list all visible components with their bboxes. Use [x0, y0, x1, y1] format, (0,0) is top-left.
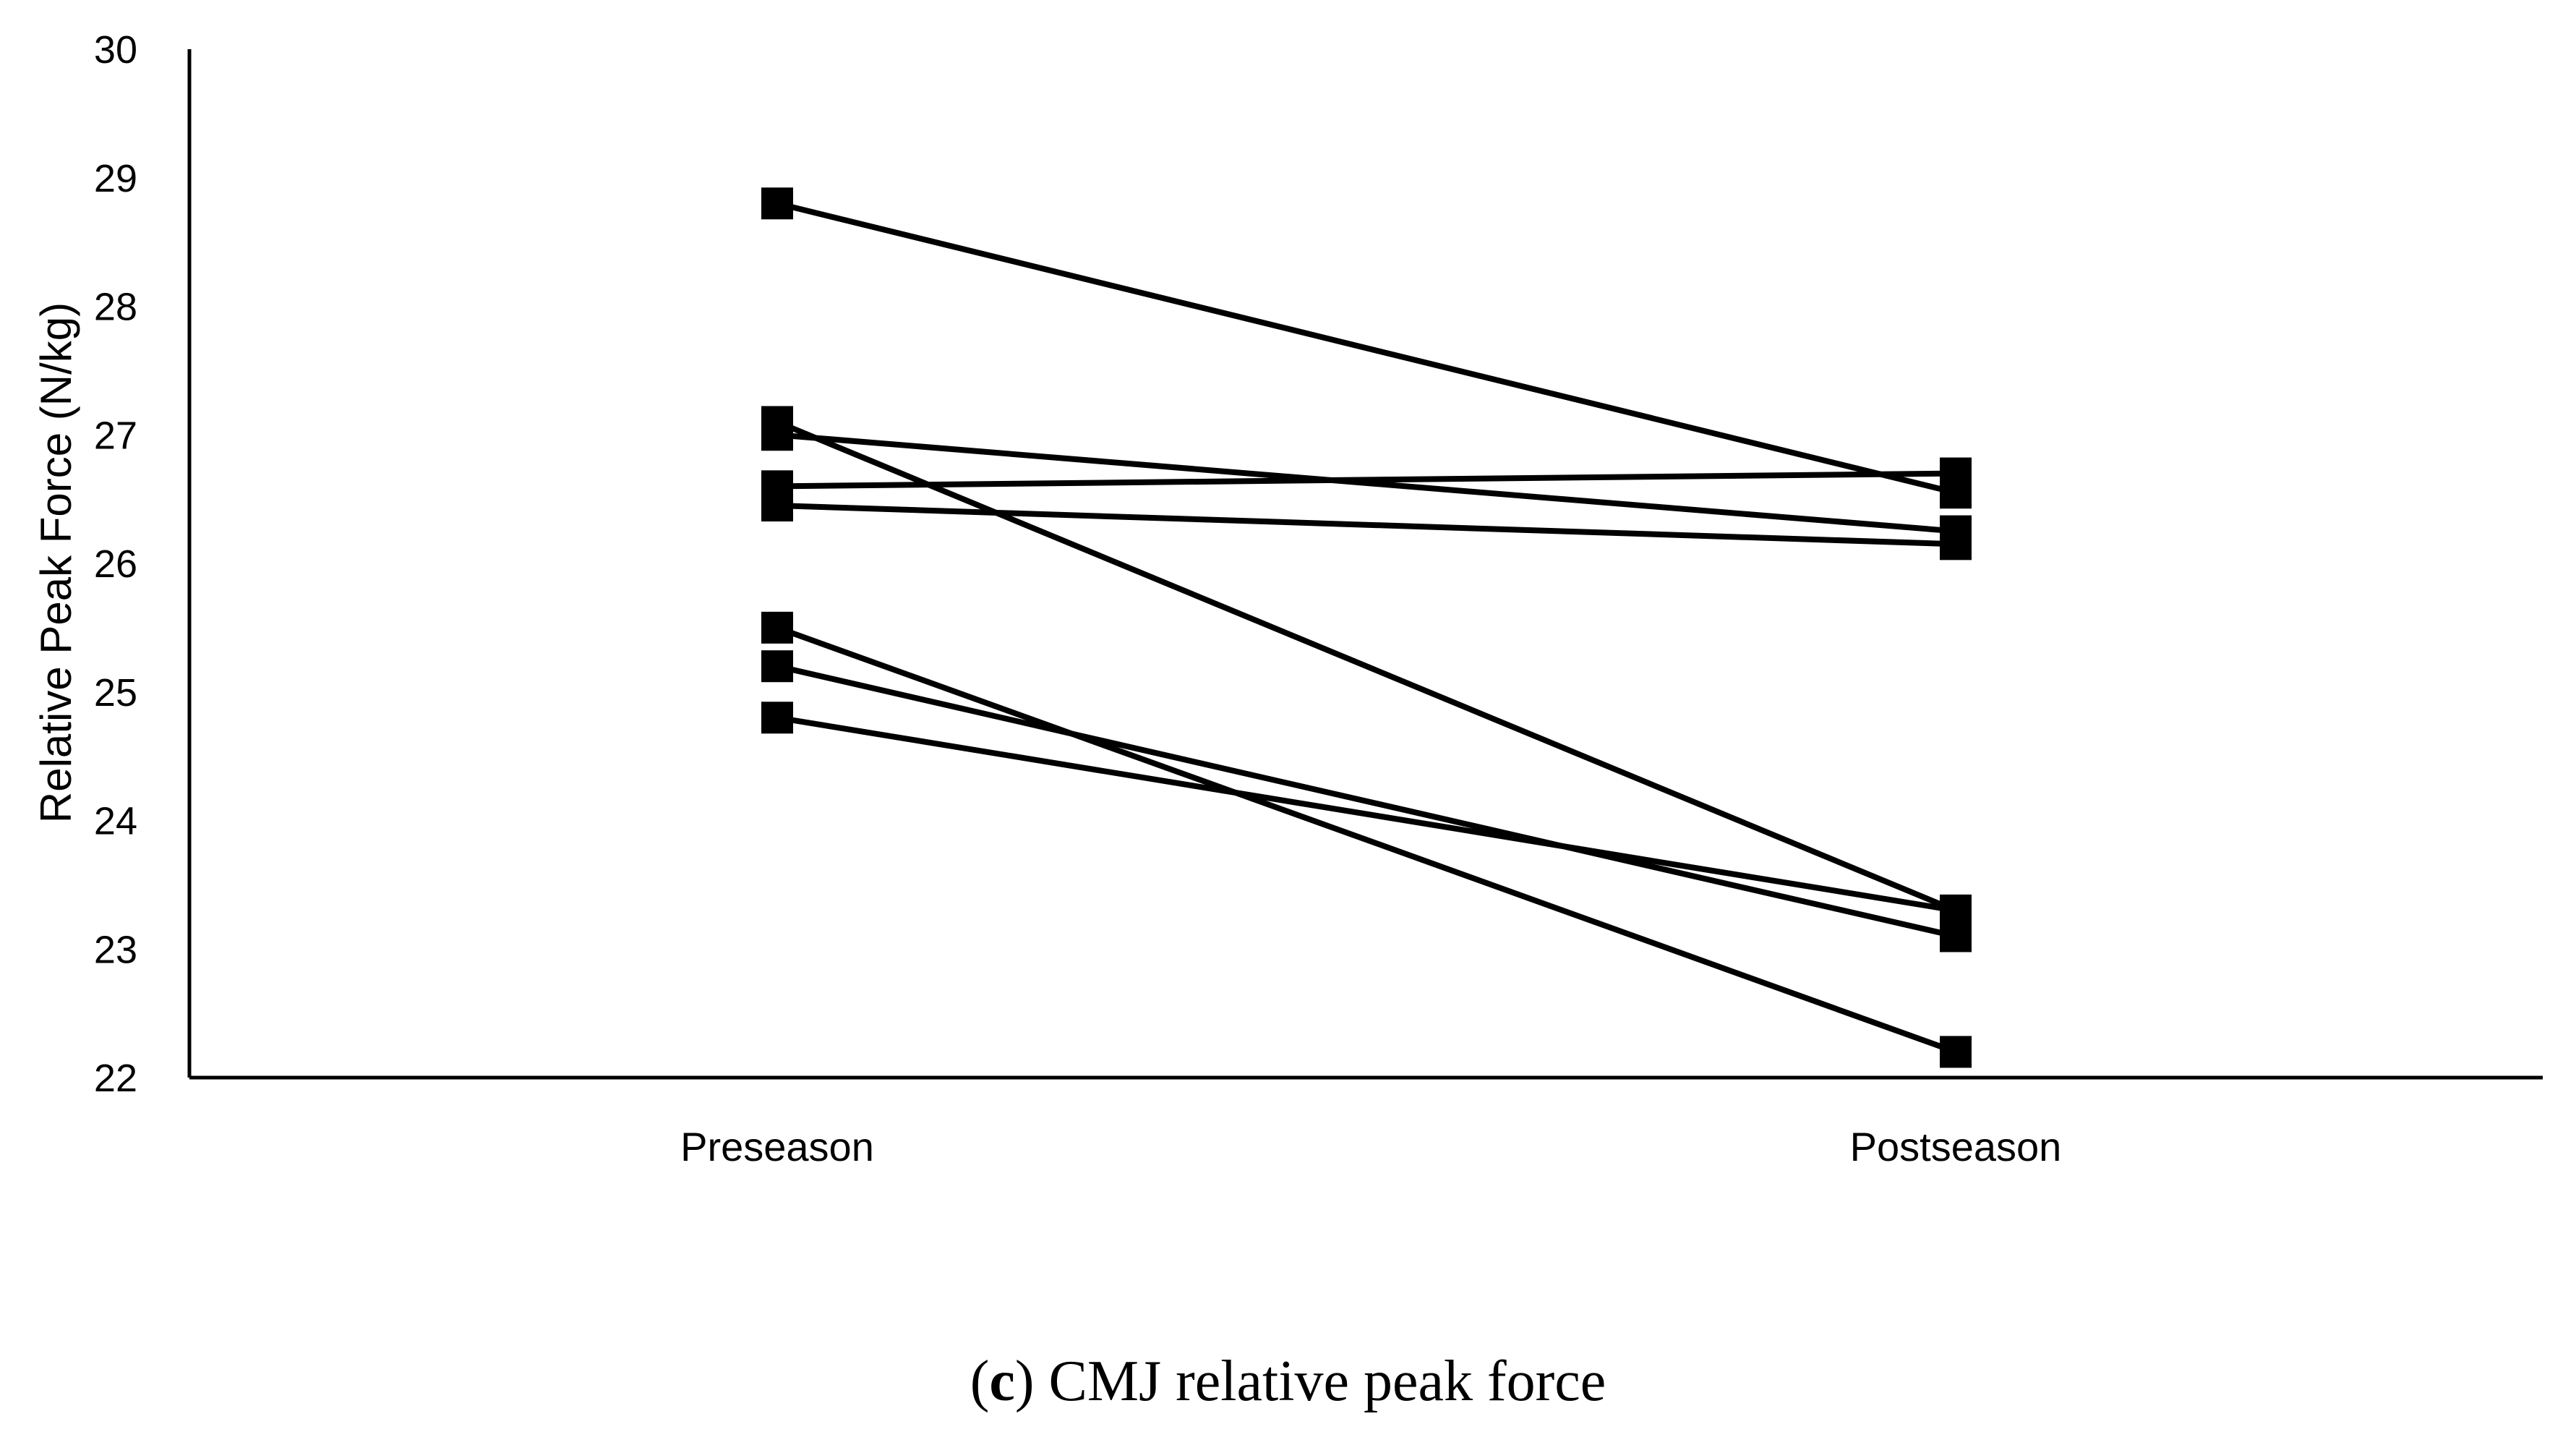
- caption-letter: c: [989, 1350, 1015, 1413]
- y-tick-label: 26: [94, 542, 137, 586]
- series-line: [776, 419, 1957, 913]
- series-line: [776, 625, 1957, 1055]
- y-tick-label: 23: [94, 928, 137, 971]
- y-tick-labels: 22 23 24 25 26 27 28 29 30: [94, 28, 137, 1100]
- data-point-marker: [1940, 1036, 1972, 1068]
- x-category-label: Preseason: [680, 1124, 874, 1169]
- data-point-marker: [761, 490, 793, 522]
- series-line: [776, 470, 1956, 490]
- series-line: [776, 715, 1956, 913]
- series-line: [776, 432, 1956, 534]
- x-category-labels: Preseason Postseason: [680, 1124, 2061, 1169]
- caption-text: CMJ relative peak force: [1048, 1350, 1606, 1413]
- series-layer: [776, 200, 1957, 1055]
- y-tick-label: 27: [94, 414, 137, 457]
- x-category-label: Postseason: [1850, 1124, 2062, 1169]
- y-axis-title: Relative Peak Force (N/kg): [32, 302, 80, 823]
- y-tick-label: 22: [94, 1057, 137, 1100]
- data-point-marker: [761, 611, 793, 644]
- series-line: [776, 663, 1956, 939]
- data-point-marker: [1940, 528, 1972, 560]
- y-tick-label: 30: [94, 28, 137, 72]
- marker-layer: [761, 187, 1972, 1068]
- figure-caption: (c) CMJ relative peak force: [970, 1350, 1606, 1413]
- data-point-marker: [761, 406, 793, 438]
- data-point-marker: [761, 702, 793, 734]
- data-point-marker: [1940, 457, 1972, 490]
- y-tick-label: 25: [94, 671, 137, 715]
- series-line: [776, 200, 1956, 496]
- data-point-marker: [761, 650, 793, 683]
- y-tick-label: 24: [94, 800, 137, 843]
- y-tick-label: 29: [94, 157, 137, 200]
- data-point-marker: [1940, 894, 1972, 926]
- data-point-marker: [761, 187, 793, 220]
- series-line: [776, 503, 1956, 547]
- y-tick-label: 28: [94, 286, 137, 329]
